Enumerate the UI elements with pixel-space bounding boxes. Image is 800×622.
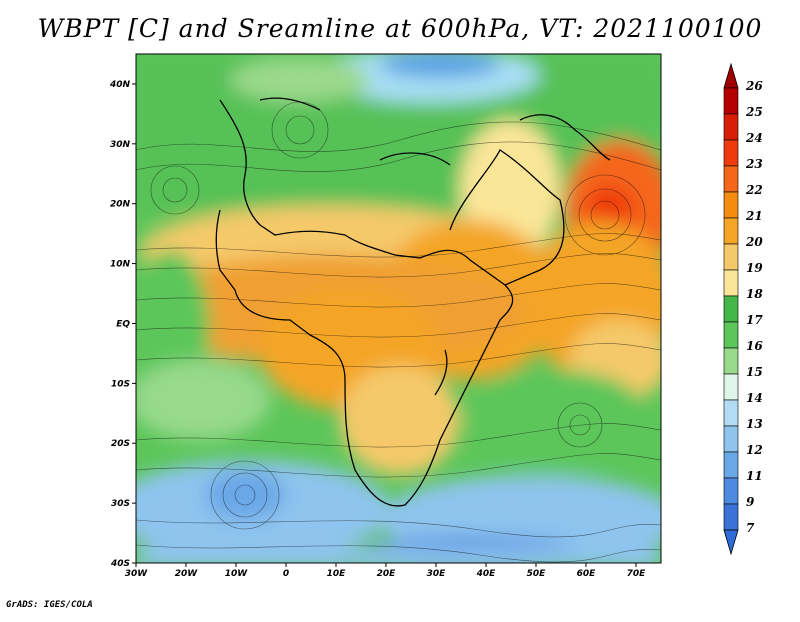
colorbar-label: 21 [745,209,763,223]
longitude-axis: 30W 20W 10W 0 10E 20E 30E 40E 50E 60E 70E [125,563,646,579]
colorbar-swatch [723,113,739,141]
colorbar-swatch [723,295,739,323]
colorbar-swatch [723,503,739,531]
colorbar-swatch [723,165,739,193]
lat-tick-label: 20N [110,200,131,210]
colorbar: 26 25 24 23 22 21 20 19 18 17 16 15 14 13 12 11 9 7 [723,62,763,556]
lat-tick-label: 40N [109,80,131,90]
colorbar-label: 14 [746,391,763,405]
colorbar-bottom-arrow [723,529,739,556]
colorbar-label: 26 [745,79,763,93]
colorbar-label: 9 [746,495,755,509]
lon-tick-label: 70E [627,569,647,579]
lat-tick-label: 30S [111,499,130,509]
lat-tick-label: 10N [110,260,131,270]
colorbar-label: 11 [746,469,763,483]
lon-tick-label: 40E [476,569,497,579]
colorbar-label: 22 [745,183,763,197]
colorbar-label: 19 [746,261,763,275]
colorbar-label: 17 [746,313,763,327]
colorbar-swatch [723,191,739,219]
colorbar-swatch [723,217,739,245]
coastlines [215,97,611,507]
colorbar-label: 7 [746,521,755,535]
colorbar-label: 16 [746,339,763,353]
lon-tick-label: 10E [327,569,347,579]
colorbar-label: 18 [746,287,763,301]
colorbar-label: 15 [746,365,763,379]
colorbar-swatch [723,399,739,427]
credit-label: GrADS: IGES/COLA [6,600,93,610]
latitude-axis: 40N 30N 20N 10N EQ 10S 20S 30S 40S [109,80,136,569]
colorbar-swatch [723,321,739,349]
lat-tick-label: 40S [110,559,130,569]
colorbar-top-arrow [723,62,739,89]
lon-tick-label: 10W [225,569,249,579]
lon-tick-label: 30W [125,569,149,579]
lon-tick-label: 20W [175,569,199,579]
lat-tick-label: 30N [110,140,131,150]
map-frame [135,53,662,564]
wbpt-shaded-field [136,54,661,563]
streamlines [136,101,661,563]
colorbar-swatch [723,269,739,297]
lon-tick-label: 0 [283,569,289,579]
colorbar-swatch [723,347,739,375]
lon-tick-label: 20E [377,569,397,579]
lon-tick-label: 30E [427,569,447,579]
colorbar-label: 12 [746,443,763,457]
colorbar-swatch [723,87,739,115]
lat-tick-label: EQ [116,319,130,329]
chart-title: WBPT [C] and Sreamline at 600hPa, VT: 20… [37,14,763,43]
colorbar-swatch [723,425,739,453]
colorbar-label: 25 [745,105,763,119]
colorbar-label: 24 [745,131,763,145]
colorbar-label: 20 [745,235,763,249]
colorbar-label: 23 [745,157,763,171]
lon-tick-label: 50E [527,569,547,579]
lat-tick-label: 10S [111,379,130,389]
colorbar-swatch [723,477,739,505]
colorbar-swatch [723,243,739,271]
lon-tick-label: 60E [577,569,597,579]
colorbar-label: 13 [746,417,763,431]
lat-tick-label: 20S [111,439,130,449]
colorbar-swatch [723,139,739,167]
colorbar-swatch [723,451,739,479]
colorbar-swatch [723,373,739,401]
